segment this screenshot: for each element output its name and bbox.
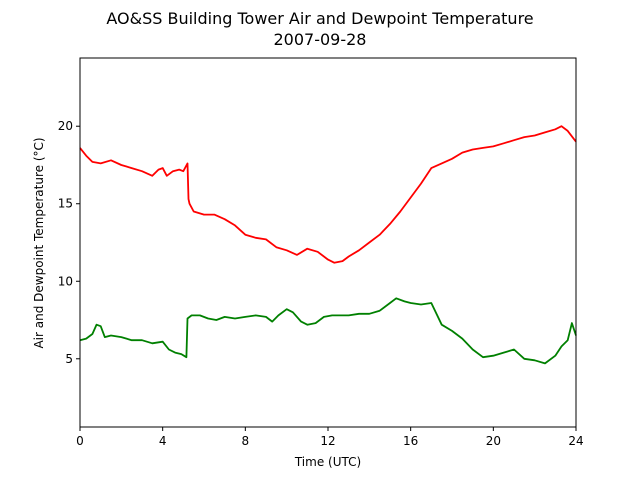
x-tick-label: 20 [486,434,501,448]
y-tick-label: 5 [65,352,73,366]
y-tick-label: 15 [58,197,73,211]
chart-subtitle: 2007-09-28 [274,30,367,49]
x-tick-label: 8 [242,434,250,448]
y-tick-label: 20 [58,119,73,133]
series-line-2 [79,297,577,365]
y-axis: 5 10 15 20 [58,119,80,366]
x-tick-label: 0 [76,434,84,448]
chart-title: AO&SS Building Tower Air and Dewpoint Te… [106,9,533,28]
y-axis-label: Air and Dewpoint Temperature (°C) [32,137,46,348]
series-line-1 [79,125,577,264]
x-tick-label: 16 [403,434,418,448]
y-tick-label: 10 [58,274,73,288]
x-tick-label: 12 [320,434,335,448]
series-layer [79,125,577,365]
x-tick-label: 4 [159,434,167,448]
plot-area-frame [79,57,577,428]
x-tick-label: 24 [568,434,583,448]
x-axis-label: Time (UTC) [294,455,361,469]
x-axis: 0 4 8 12 16 20 24 [76,427,584,448]
